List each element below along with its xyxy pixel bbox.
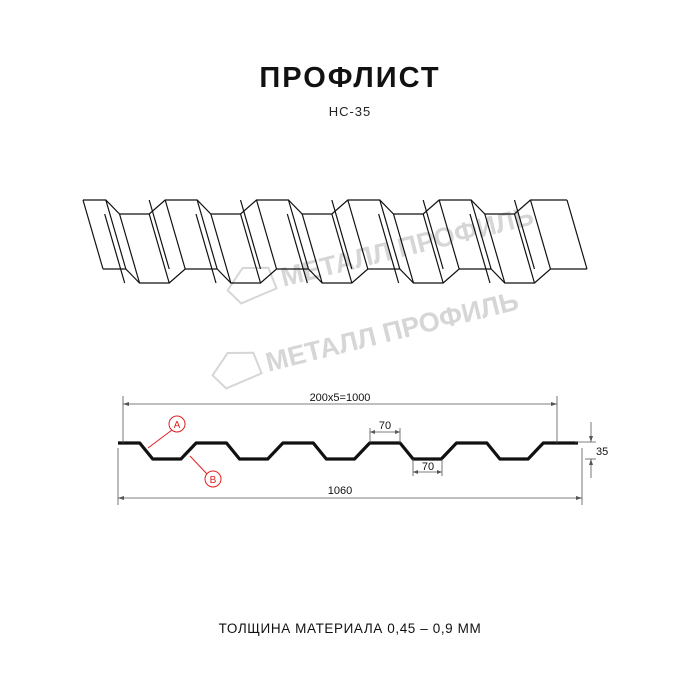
sheet-stiffener-line bbox=[239, 199, 262, 270]
sheet-fold-line bbox=[529, 199, 552, 270]
marker-a bbox=[147, 415, 186, 449]
sheet-fold-line bbox=[239, 213, 262, 284]
sheet-fold-line bbox=[118, 213, 141, 284]
sheet-stiffener-line bbox=[148, 199, 170, 270]
dim-pitch-total: 200x5=1000 bbox=[310, 392, 371, 404]
sheet-fold-line bbox=[164, 199, 186, 270]
sheet-stiffener-line bbox=[286, 213, 308, 284]
sheet-stiffener-line bbox=[469, 213, 491, 284]
cross-section bbox=[118, 441, 578, 461]
sheet-fold-line bbox=[379, 199, 401, 270]
sheet-fold-line bbox=[82, 199, 104, 270]
sheet-stiffener-line bbox=[104, 213, 126, 284]
sheet-fold-line bbox=[105, 199, 127, 270]
page-title: ПРОФЛИСТ bbox=[259, 62, 441, 94]
sheet-fold-line bbox=[513, 213, 536, 284]
sheet-fold-line bbox=[255, 199, 278, 270]
marker-b-label: B bbox=[210, 475, 217, 486]
sheet-stiffener-line bbox=[378, 213, 400, 284]
dim-crest-width: 70 bbox=[379, 420, 391, 432]
sheet-stiffener-line bbox=[195, 213, 217, 284]
sheet-fold-line bbox=[210, 213, 232, 284]
sheet-stiffener-line bbox=[422, 199, 444, 270]
sheet-bottom-edge bbox=[103, 268, 587, 284]
watermark-logo: МЕТАЛЛ ПРОФИЛЬ bbox=[226, 201, 536, 305]
sheet-fold-line bbox=[470, 199, 492, 270]
profile-section-line bbox=[118, 441, 578, 461]
watermark-text: МЕТАЛЛ ПРОФИЛЬ bbox=[263, 286, 522, 378]
sheet-fold-line bbox=[422, 213, 444, 284]
sheet-fold-line bbox=[347, 199, 369, 270]
marker-a-label: A bbox=[174, 420, 181, 431]
sheet-stiffener-line bbox=[331, 199, 353, 270]
sheet-fold-line bbox=[148, 213, 170, 284]
dim-total-width: 1060 bbox=[328, 485, 352, 497]
sheet-fold-line bbox=[484, 213, 506, 284]
sheet-fold-line bbox=[301, 213, 323, 284]
marker-b bbox=[189, 455, 222, 488]
sheet-fold-line bbox=[438, 199, 460, 270]
sheet-fold-line bbox=[331, 213, 353, 284]
isometric-sheet bbox=[82, 199, 588, 284]
dimension-arrows bbox=[118, 402, 593, 500]
sheet-stiffener-line bbox=[513, 199, 536, 270]
dimension-lines bbox=[117, 396, 596, 505]
material-thickness: ТОЛЩИНА МАТЕРИАЛА 0,45 – 0,9 ММ bbox=[218, 621, 482, 636]
sheet-fold-line bbox=[287, 199, 310, 270]
dim-height: 35 bbox=[596, 446, 608, 458]
profile-model: НС-35 bbox=[328, 104, 372, 119]
sheet-fold-line bbox=[566, 199, 588, 270]
sheet-fold-line bbox=[196, 199, 218, 270]
sheet-fold-line bbox=[392, 213, 415, 284]
sheet-top-edge bbox=[83, 199, 567, 215]
dim-valley-width: 70 bbox=[422, 461, 434, 473]
